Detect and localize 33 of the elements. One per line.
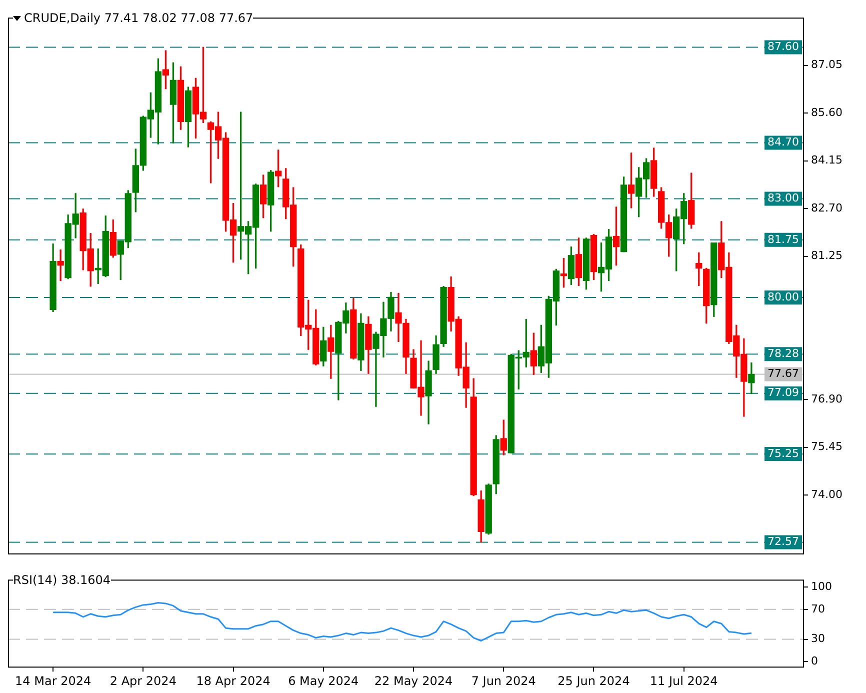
ref-line-label: 81.75 [768, 232, 800, 246]
chart-title: CRUDE,Daily 77.41 78.02 77.08 77.67 [24, 11, 254, 25]
y-tick-label: 76.90 [811, 392, 842, 406]
ref-line-label: 78.28 [768, 347, 800, 360]
y-tick-label: 30 [811, 632, 825, 646]
ref-line-label: 77.67 [768, 367, 800, 380]
x-tick-label: 18 Apr 2024 [196, 674, 270, 688]
y-tick-label: 81.25 [811, 249, 842, 262]
y-tick-label: 0 [811, 654, 818, 668]
y-tick-label: 82.70 [811, 201, 842, 214]
x-tick-label: 7 Jun 2024 [471, 674, 536, 688]
y-tick-label: 75.45 [811, 440, 842, 454]
y-tick-label: 84.15 [811, 154, 842, 167]
y-tick-label: 85.60 [811, 106, 842, 119]
candlestick [57, 249, 64, 282]
x-tick-label: 14 Mar 2024 [15, 674, 92, 688]
x-tick-label: 6 May 2024 [288, 674, 359, 688]
x-tick-label: 11 Jul 2024 [650, 674, 718, 688]
ref-line-label: 75.25 [768, 446, 800, 460]
ref-line-label: 80.00 [768, 290, 800, 304]
ref-line-label: 83.00 [768, 192, 800, 205]
x-tick-label: 25 Jun 2024 [558, 674, 630, 688]
chart-title: RSI(14) 38.1604 [13, 573, 111, 587]
ref-line-label: 84.70 [768, 136, 800, 149]
ref-line-label: 72.57 [768, 535, 800, 548]
ref-line-label: 87.60 [768, 40, 800, 54]
y-tick-label: 70 [811, 602, 825, 616]
x-tick-label: 2 Apr 2024 [110, 674, 176, 688]
ref-line-label: 77.09 [768, 386, 800, 400]
y-tick-label: 74.00 [811, 488, 842, 501]
x-tick-label: 22 May 2024 [374, 674, 453, 688]
y-tick-label: 87.05 [811, 58, 842, 72]
y-tick-label: 100 [811, 580, 832, 593]
